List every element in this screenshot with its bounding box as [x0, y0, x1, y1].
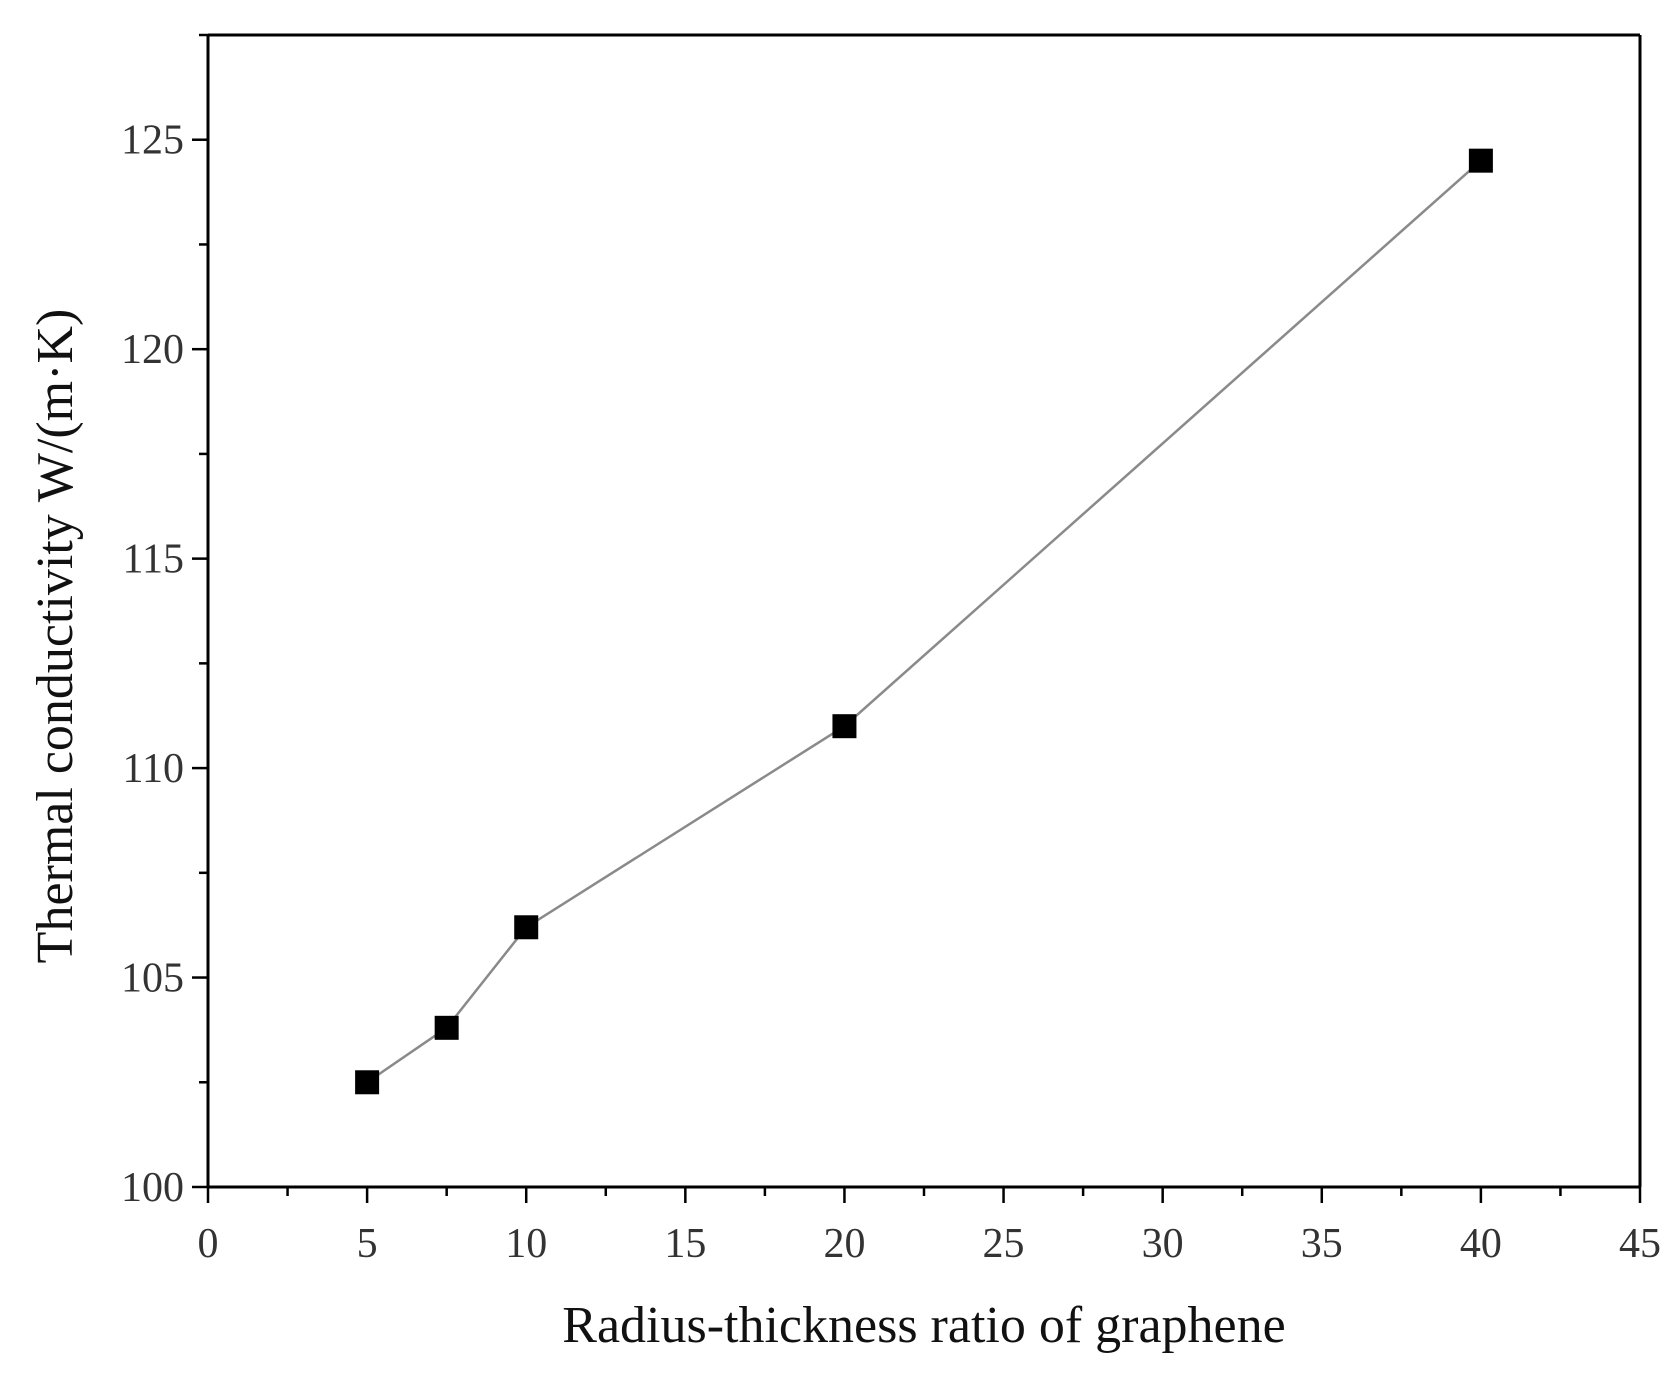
- x-tick-label: 20: [823, 1221, 865, 1267]
- x-tick-label: 45: [1619, 1221, 1661, 1267]
- data-point-marker: [434, 1015, 459, 1040]
- y-ticks: 100 105 110 115 120 125: [121, 33, 208, 1211]
- x-tick-label: 0: [198, 1221, 219, 1267]
- data-point-marker: [1468, 148, 1493, 173]
- x-tick-label: 40: [1460, 1221, 1502, 1267]
- y-tick-label: 100: [121, 1165, 184, 1211]
- series-line: [366, 159, 1482, 1084]
- y-axis-title: Thermal conductivity W/(m·K): [27, 309, 84, 964]
- x-tick-label: 35: [1301, 1221, 1343, 1267]
- data-point-marker: [832, 714, 857, 739]
- x-tick-label: 25: [983, 1221, 1025, 1267]
- data-point-marker: [355, 1070, 380, 1095]
- x-tick-label: 30: [1142, 1221, 1184, 1267]
- data-point-marker: [514, 915, 539, 940]
- y-tick-label: 105: [121, 956, 184, 1002]
- plot-frame: [206, 33, 1642, 1189]
- y-tick-label: 120: [121, 327, 184, 373]
- y-tick-label: 115: [123, 537, 184, 583]
- y-tick-label: 110: [123, 746, 184, 792]
- x-ticks: 0 5 10 15 20 25 30 35 40 45: [198, 1187, 1661, 1267]
- x-tick-label: 15: [664, 1221, 706, 1267]
- series-layer: [355, 148, 1493, 1095]
- x-tick-label: 10: [505, 1221, 547, 1267]
- x-axis-title: Radius-thickness ratio of graphene: [562, 1297, 1285, 1354]
- y-tick-label: 125: [121, 118, 184, 164]
- x-tick-label: 5: [357, 1221, 378, 1267]
